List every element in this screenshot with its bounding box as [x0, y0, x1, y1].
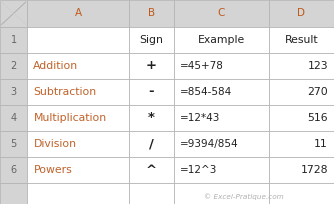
- Bar: [0, 131, 27, 157]
- Text: C: C: [217, 8, 225, 18]
- Bar: [27, 183, 129, 204]
- Bar: [269, 0, 334, 27]
- Bar: [174, 79, 269, 105]
- Bar: [174, 53, 269, 79]
- Bar: [269, 27, 334, 53]
- Bar: [269, 183, 334, 204]
- Bar: [129, 105, 174, 131]
- Text: Sign: Sign: [140, 34, 163, 45]
- Bar: [0, 53, 27, 79]
- Bar: [27, 131, 129, 157]
- Bar: [269, 53, 334, 79]
- Text: © Excel-Pratique.com: © Excel-Pratique.com: [204, 193, 284, 200]
- Text: 4: 4: [11, 113, 17, 123]
- Text: =45+78: =45+78: [180, 61, 223, 71]
- Bar: [129, 27, 174, 53]
- Text: 6: 6: [11, 165, 17, 175]
- Bar: [0, 105, 27, 131]
- Text: =12^3: =12^3: [180, 165, 217, 175]
- Text: A: A: [75, 8, 82, 18]
- Text: =9394/854: =9394/854: [180, 139, 238, 149]
- Text: Subtraction: Subtraction: [33, 87, 97, 97]
- Text: 123: 123: [307, 61, 328, 71]
- Bar: [27, 79, 129, 105]
- Text: Addition: Addition: [33, 61, 78, 71]
- Text: =854-584: =854-584: [180, 87, 232, 97]
- Bar: [269, 131, 334, 157]
- Text: B: B: [148, 8, 155, 18]
- Text: Division: Division: [33, 139, 76, 149]
- Bar: [27, 0, 129, 27]
- Text: D: D: [298, 8, 305, 18]
- Bar: [129, 157, 174, 183]
- Bar: [129, 53, 174, 79]
- Bar: [174, 131, 269, 157]
- Bar: [0, 27, 27, 53]
- Bar: [129, 183, 174, 204]
- Text: 3: 3: [11, 87, 17, 97]
- Bar: [174, 105, 269, 131]
- Bar: [269, 105, 334, 131]
- Bar: [129, 0, 174, 27]
- Bar: [27, 157, 129, 183]
- Text: 5: 5: [11, 139, 17, 149]
- Bar: [269, 157, 334, 183]
- Text: *: *: [148, 111, 155, 124]
- Text: +: +: [146, 59, 157, 72]
- Text: 1: 1: [11, 34, 17, 45]
- Bar: [0, 183, 27, 204]
- Text: 11: 11: [314, 139, 328, 149]
- Text: Example: Example: [198, 34, 245, 45]
- Text: /: /: [149, 137, 154, 151]
- Bar: [0, 157, 27, 183]
- Text: -: -: [149, 85, 154, 98]
- Text: 270: 270: [307, 87, 328, 97]
- Text: 2: 2: [11, 61, 17, 71]
- Text: =12*43: =12*43: [180, 113, 220, 123]
- Text: Multiplication: Multiplication: [33, 113, 107, 123]
- Bar: [27, 53, 129, 79]
- Text: ^: ^: [146, 164, 157, 177]
- Bar: [129, 131, 174, 157]
- Bar: [174, 27, 269, 53]
- Text: Result: Result: [285, 34, 318, 45]
- Bar: [174, 0, 269, 27]
- Bar: [27, 105, 129, 131]
- Bar: [174, 183, 269, 204]
- Bar: [0, 79, 27, 105]
- Bar: [27, 27, 129, 53]
- Bar: [174, 157, 269, 183]
- Text: Powers: Powers: [33, 165, 72, 175]
- Bar: [0, 0, 27, 27]
- Text: 1728: 1728: [301, 165, 328, 175]
- Bar: [129, 79, 174, 105]
- Text: 516: 516: [307, 113, 328, 123]
- Bar: [269, 79, 334, 105]
